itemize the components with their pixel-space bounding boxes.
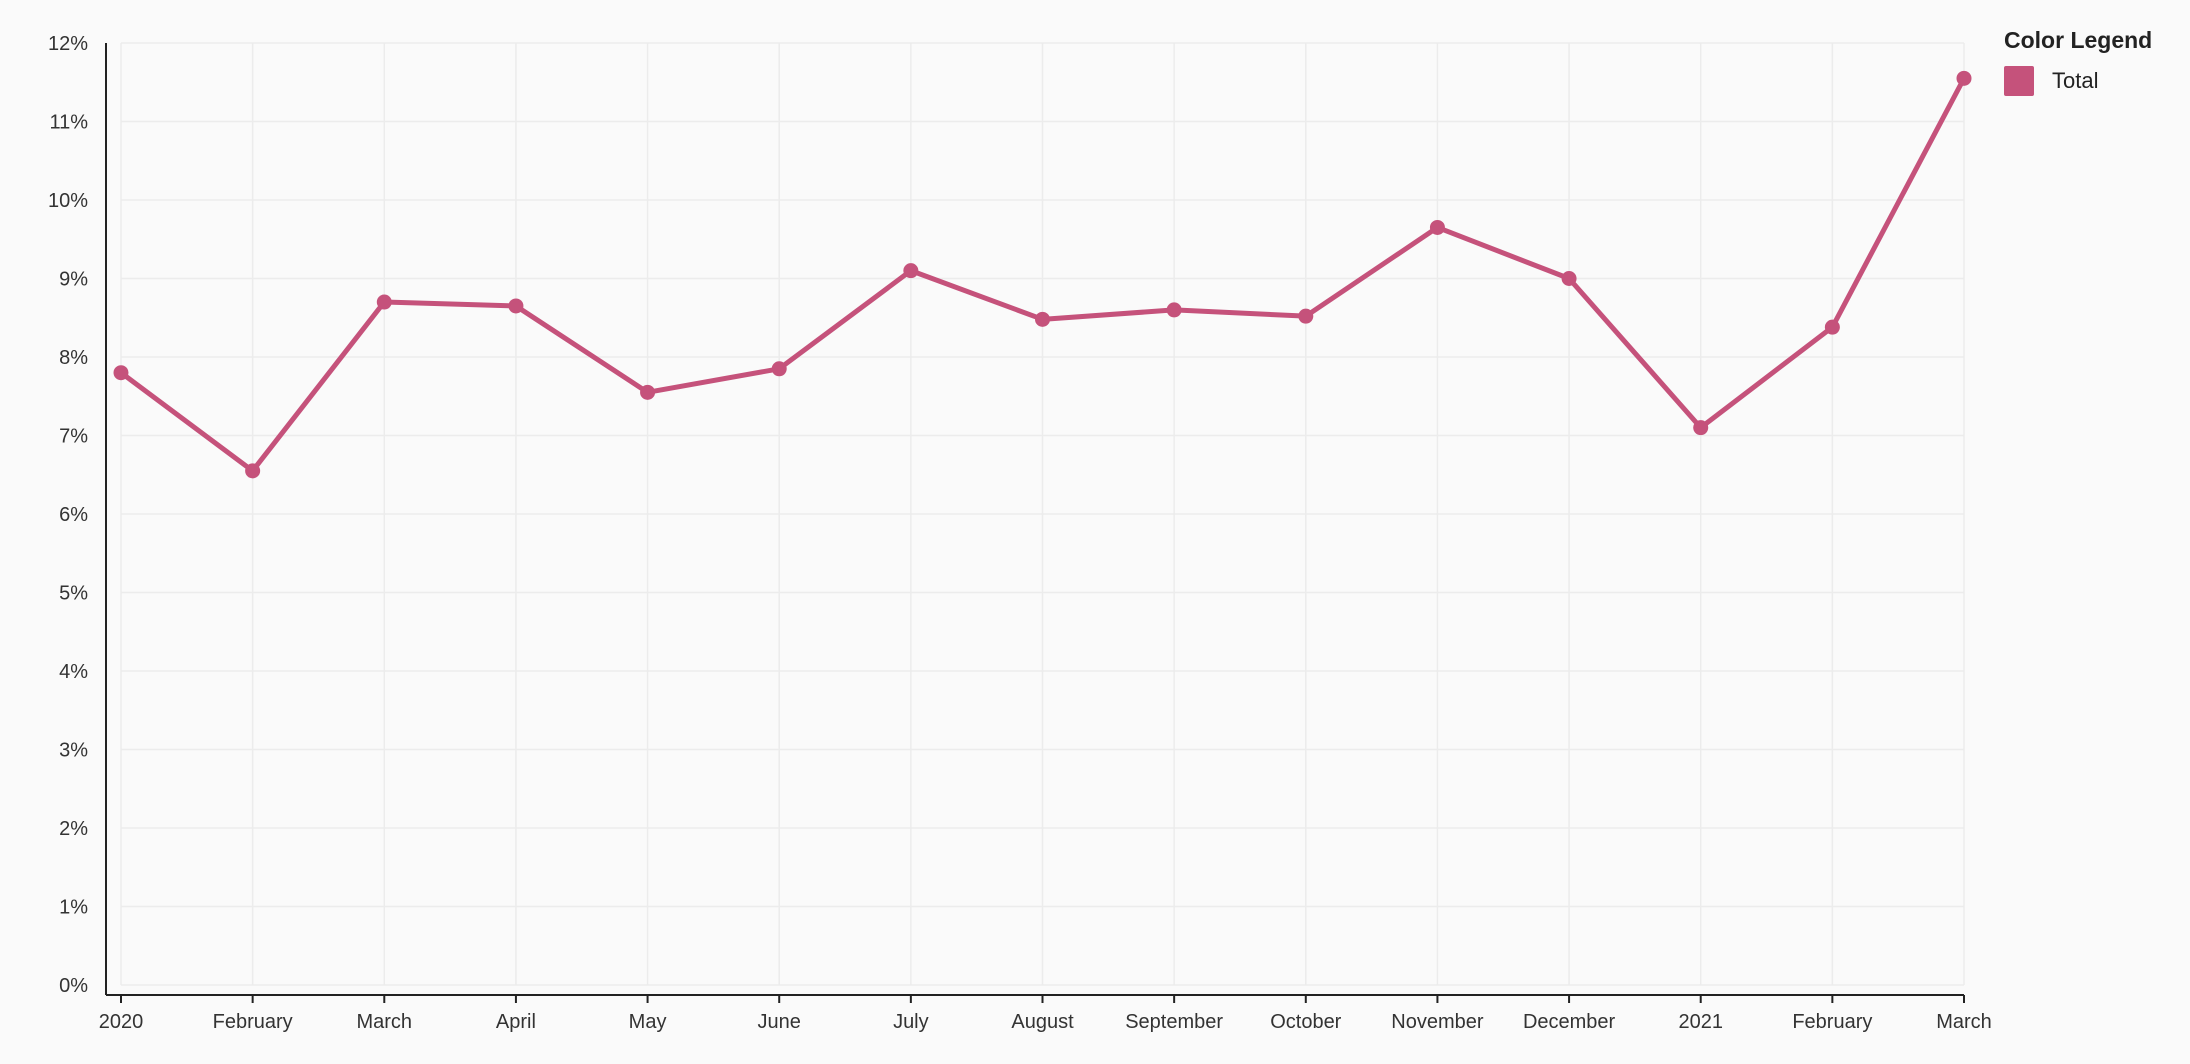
- data-point: [1035, 311, 1050, 327]
- y-tick-label: 0%: [59, 975, 88, 997]
- x-tick-label: February: [1792, 1011, 1872, 1033]
- series-layer: [113, 70, 1972, 479]
- y-tick-label: 6%: [59, 504, 88, 526]
- y-tick-label: 5%: [59, 583, 88, 605]
- grid-layer: [120, 42, 1965, 986]
- y-tick-label: 2%: [59, 818, 88, 840]
- y-tick-label: 11%: [49, 112, 88, 134]
- y-tick-label: 8%: [59, 347, 88, 369]
- x-tick-label: July: [893, 1011, 929, 1033]
- x-tick-label: 2021: [1678, 1011, 1723, 1033]
- data-point: [640, 384, 656, 400]
- data-point: [245, 463, 261, 479]
- color-legend: Color Legend Total: [2004, 27, 2184, 97]
- x-tick-label: August: [1011, 1011, 1074, 1033]
- x-tick-label: December: [1523, 1011, 1616, 1033]
- y-tick-label: 9%: [59, 269, 88, 291]
- data-point: [1429, 219, 1445, 235]
- x-tick-label: March: [1936, 1011, 1992, 1033]
- data-point: [1561, 271, 1577, 286]
- x-tick-label: April: [496, 1011, 536, 1033]
- x-tick-label: November: [1391, 1011, 1484, 1033]
- axis-layer: 0% 1% 2% 3% 4% 5% 6% 7% 8% 9% 10% 11% 12% 2020 Februar…: [48, 33, 1992, 1033]
- data-point: [903, 263, 919, 279]
- y-tick-label: 1%: [59, 897, 88, 919]
- y-tick-label: 3%: [59, 740, 88, 762]
- x-tick-label: September: [1125, 1011, 1223, 1033]
- x-tick-label: October: [1270, 1011, 1341, 1033]
- data-point: [1824, 319, 1840, 335]
- x-tick-label: 2020: [99, 1011, 144, 1033]
- legend-label-total: Total: [2052, 68, 2099, 93]
- legend-swatch-total: [2004, 66, 2034, 96]
- legend-title: Color Legend: [2004, 27, 2153, 53]
- data-point: [1298, 308, 1314, 324]
- y-tick-label: 7%: [59, 426, 88, 448]
- x-tick-label: March: [356, 1011, 412, 1033]
- data-point: [1693, 420, 1709, 436]
- legend-item-total[interactable]: Total: [2004, 65, 2184, 97]
- data-point: [771, 361, 787, 377]
- data-point: [1956, 70, 1972, 86]
- y-tick-label: 4%: [59, 661, 88, 683]
- data-point: [508, 298, 524, 314]
- data-point: [376, 294, 392, 310]
- x-tick-label: May: [629, 1011, 667, 1033]
- data-point: [113, 365, 129, 381]
- data-point: [1166, 302, 1182, 318]
- y-tick-label: 12%: [48, 33, 88, 55]
- x-tick-label: June: [758, 1011, 801, 1033]
- y-tick-label: 10%: [48, 190, 88, 212]
- x-tick-label: February: [213, 1011, 293, 1033]
